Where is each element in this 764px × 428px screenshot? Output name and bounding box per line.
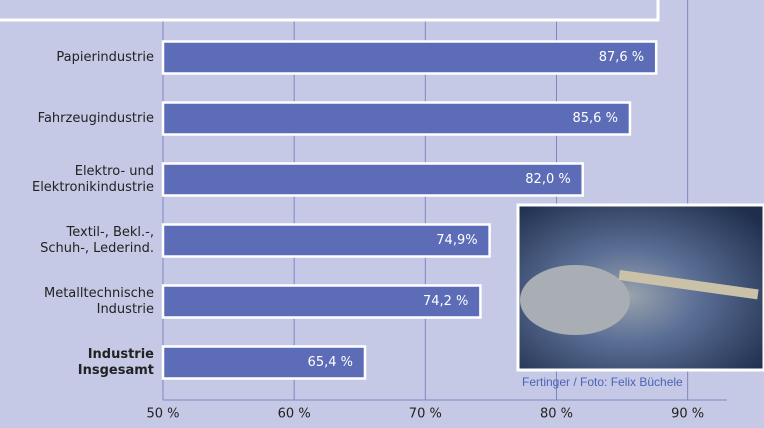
value-label: 65,4 % [308,355,353,370]
x-tick-label: 80 % [540,407,573,422]
value-label: 74,2 % [423,294,468,309]
category-label: Textil-, Bekl.-, [66,225,154,240]
value-label: 74,9% [436,233,477,248]
category-label: Industrie [97,302,154,317]
x-tick-label: 60 % [278,407,311,422]
bar [161,223,491,258]
photo-credit: Fertinger / Foto: Felix Büchele [522,375,683,389]
photo-part [520,265,630,335]
photo-tool [618,270,759,300]
header-box [0,0,660,22]
category-label: Insgesamt [78,363,154,378]
x-tick-label: 70 % [409,407,442,422]
value-label: 85,6 % [573,111,618,126]
category-label: Elektro- und [75,164,154,179]
x-tick-label: 90 % [671,407,704,422]
category-label: Schuh-, Lederind. [40,241,154,256]
value-label: 87,6 % [599,50,644,65]
category-label: Fahrzeugindustrie [38,111,154,126]
bar [161,101,632,136]
category-label: Industrie [88,347,154,362]
category-label: Metalltechnische [44,286,154,301]
bar [161,162,584,197]
x-tick-label: 50 % [146,407,179,422]
bar [161,345,367,380]
category-label: Papierindustrie [56,50,154,65]
bars: 87,6 % Papierindustrie 85,6 % Fahrzeugindus… [32,40,658,380]
category-label: Elektronikindustrie [32,180,154,195]
bar [161,40,658,75]
value-label: 82,0 % [525,172,570,187]
bar [161,284,482,319]
